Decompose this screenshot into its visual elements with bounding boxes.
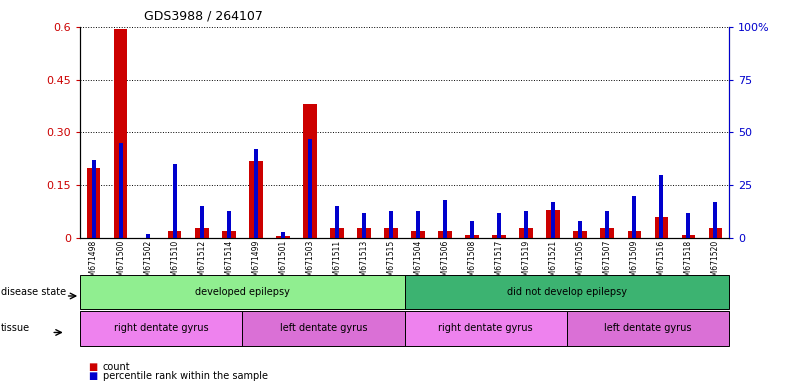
Text: percentile rank within the sample: percentile rank within the sample <box>103 371 268 381</box>
Bar <box>254 149 258 238</box>
Text: right dentate gyrus: right dentate gyrus <box>114 323 208 333</box>
Bar <box>114 29 127 238</box>
Bar <box>627 231 641 238</box>
Bar <box>578 221 582 238</box>
Bar <box>362 213 366 238</box>
Bar <box>199 207 203 238</box>
Bar <box>654 217 668 238</box>
Bar <box>632 196 636 238</box>
Bar <box>195 227 208 238</box>
Bar <box>146 234 150 238</box>
Bar <box>308 139 312 238</box>
Bar <box>276 236 290 238</box>
Bar <box>227 210 231 238</box>
Bar <box>443 200 447 238</box>
Bar <box>357 227 371 238</box>
Text: ■: ■ <box>88 371 98 381</box>
Bar <box>119 143 123 238</box>
Bar <box>601 227 614 238</box>
Bar <box>173 164 177 238</box>
Text: count: count <box>103 362 130 372</box>
Bar <box>465 235 479 238</box>
Bar <box>606 210 610 238</box>
Text: tissue: tissue <box>1 323 30 333</box>
Bar <box>438 231 452 238</box>
Text: developed epilepsy: developed epilepsy <box>195 287 290 297</box>
Bar <box>281 232 285 238</box>
Bar <box>411 231 425 238</box>
Bar <box>574 231 587 238</box>
Bar <box>524 210 528 238</box>
Bar <box>519 227 533 238</box>
Bar <box>389 210 393 238</box>
Bar <box>470 221 474 238</box>
Text: did not develop epilepsy: did not develop epilepsy <box>507 287 626 297</box>
Bar <box>91 160 95 238</box>
Bar <box>303 104 316 238</box>
Text: GDS3988 / 264107: GDS3988 / 264107 <box>144 10 263 23</box>
Bar <box>168 231 182 238</box>
Bar <box>335 207 339 238</box>
Text: ■: ■ <box>88 362 98 372</box>
Bar <box>709 227 723 238</box>
Bar <box>497 213 501 238</box>
Bar <box>87 168 100 238</box>
Text: right dentate gyrus: right dentate gyrus <box>438 323 533 333</box>
Bar <box>222 231 235 238</box>
Bar <box>714 202 718 238</box>
Bar <box>384 227 398 238</box>
Text: left dentate gyrus: left dentate gyrus <box>280 323 367 333</box>
Bar <box>551 202 555 238</box>
Bar <box>682 235 695 238</box>
Bar <box>249 161 263 238</box>
Bar <box>493 235 506 238</box>
Text: left dentate gyrus: left dentate gyrus <box>604 323 691 333</box>
Bar <box>686 213 690 238</box>
Bar <box>659 175 663 238</box>
Bar <box>330 227 344 238</box>
Bar <box>416 210 420 238</box>
Text: disease state: disease state <box>1 287 66 297</box>
Bar <box>546 210 560 238</box>
